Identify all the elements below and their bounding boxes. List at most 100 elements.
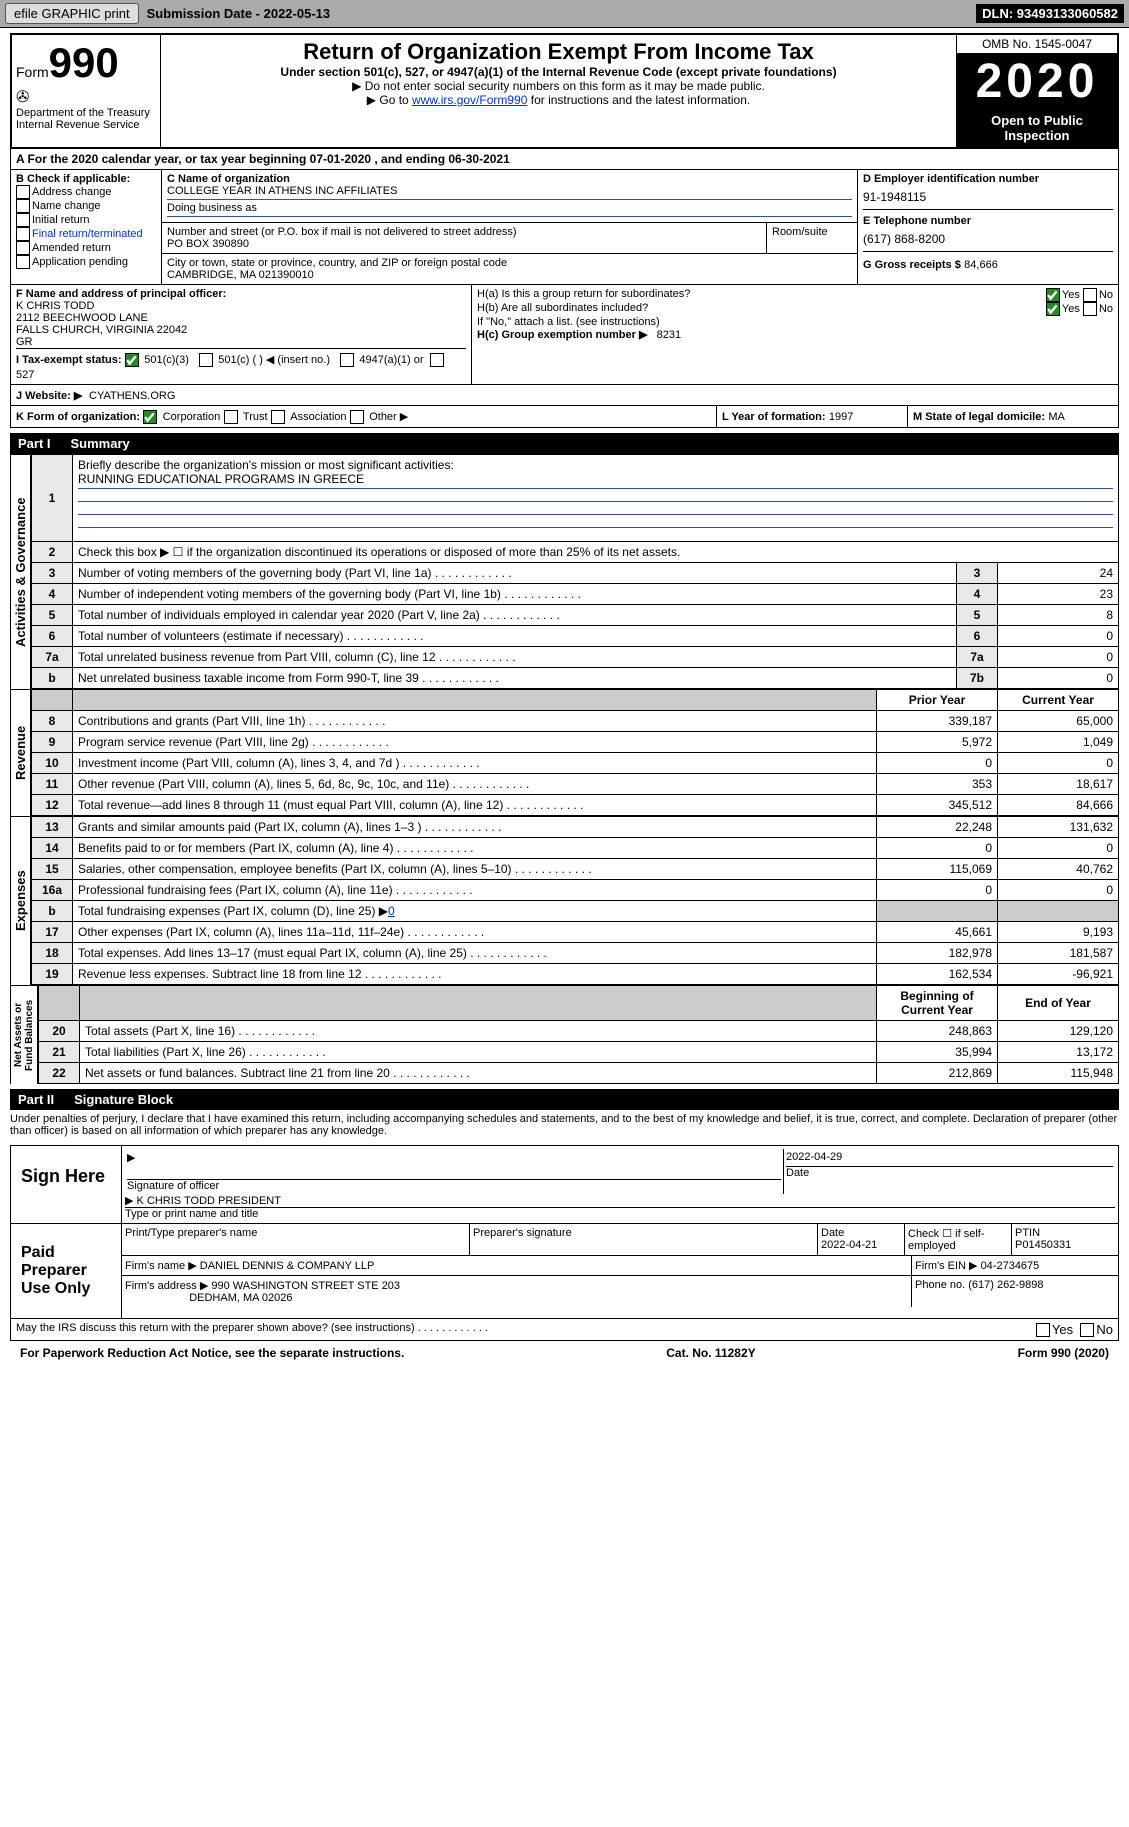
vert-expenses: Expenses [10,816,31,985]
chk-final[interactable] [16,227,30,241]
note-goto-prefix: ▶ Go to [367,93,412,107]
no1: No [1099,289,1113,301]
opt-other: Other ▶ [369,411,408,423]
hc-label: H(c) Group exemption number ▶ [477,329,647,341]
vert-netassets: Net Assets or Fund Balances [10,985,38,1084]
city-label: City or town, state or province, country… [167,257,852,269]
chk-4947[interactable] [340,353,354,367]
note-goto-suffix: for instructions and the latest informat… [527,93,750,107]
box-j-label: J Website: ▶ [16,390,82,402]
open-inspection: Open to Public Inspection [957,109,1117,147]
room-label: Room/suite [772,226,852,238]
box-l-label: L Year of formation: [722,411,826,423]
table-row: 19Revenue less expenses. Subtract line 1… [32,963,1119,984]
table-row: 18Total expenses. Add lines 13–17 (must … [32,942,1119,963]
q5-label: Total number of individuals employed in … [73,604,957,625]
opt-trust: Trust [243,411,268,423]
curr-year-hdr: Current Year [998,689,1119,710]
prep-date-lbl: Date [821,1227,844,1239]
chk-pending[interactable] [16,255,30,269]
q4-label: Number of independent voting members of … [73,583,957,604]
ptin-lbl: PTIN [1015,1227,1040,1239]
prior-year-hdr: Prior Year [877,689,998,710]
q2-label: Check this box ▶ ☐ if the organization d… [73,541,1119,562]
box-e-label: E Telephone number [863,215,1113,227]
part1-title: Summary [71,436,130,451]
ein-value: 91-1948115 [863,185,1113,209]
lbl-pending: Application pending [32,256,128,268]
lbl-address: Address change [32,186,112,198]
firm-phone: (617) 262-9898 [968,1279,1043,1291]
chk-527[interactable] [430,353,444,367]
lbl-initial: Initial return [32,214,89,226]
opt-corp: Corporation [163,411,220,423]
lbl-final: Final return/terminated [32,228,143,240]
part1-num: Part I [18,436,51,451]
table-row: 9Program service revenue (Part VIII, lin… [32,731,1119,752]
v7a: 0 [998,646,1119,667]
table-row: 17Other expenses (Part IX, column (A), l… [32,921,1119,942]
chk-name[interactable] [16,199,30,213]
form-number: 990 [49,39,119,86]
website-value: CYATHENS.ORG [89,390,175,402]
chk-ha-no[interactable] [1083,288,1097,302]
chk-ha-yes[interactable] [1046,288,1060,302]
sign-here-label: Sign Here [11,1146,121,1223]
chk-amended[interactable] [16,241,30,255]
chk-hb-yes[interactable] [1046,302,1060,316]
note-ssn: ▶ Do not enter social security numbers o… [165,79,952,93]
officer-addr2: FALLS CHURCH, VIRGINIA 22042 [16,324,466,336]
sig-officer-lbl: Signature of officer [127,1179,781,1192]
table-row: 16aProfessional fundraising fees (Part I… [32,879,1119,900]
efile-print-button[interactable]: efile GRAPHIC print [5,3,139,24]
check-self-emp: Check ☐ if self-employed [905,1224,1012,1255]
begin-year-hdr: Beginning of Current Year [877,985,998,1020]
yes1: Yes [1062,289,1080,301]
q7b-label: Net unrelated business taxable income fr… [73,667,957,688]
box-m-label: M State of legal domicile: [913,411,1045,423]
irs-link[interactable]: www.irs.gov/Form990 [412,93,527,107]
prep-sig-lbl: Preparer's signature [470,1224,818,1255]
chk-trust[interactable] [224,410,238,424]
vert-revenue: Revenue [10,689,31,816]
table-row: 12Total revenue—add lines 8 through 11 (… [32,794,1119,815]
firm-ein-lbl: Firm's EIN ▶ [915,1260,978,1272]
org-address: PO BOX 390890 [167,238,761,250]
v5: 8 [998,604,1119,625]
chk-other[interactable] [350,410,364,424]
table-row: 10Investment income (Part VIII, column (… [32,752,1119,773]
phone-value: (617) 868-8200 [863,227,1113,251]
firm-phone-lbl: Phone no. [915,1279,965,1291]
officer-name: K CHRIS TODD [16,300,466,312]
chk-discuss-no[interactable] [1080,1323,1094,1337]
chk-hb-no[interactable] [1083,302,1097,316]
sig-date-lbl: Date [786,1166,1113,1179]
paid-preparer-label: Paid Preparer Use Only [11,1224,121,1318]
chk-501c[interactable] [199,353,213,367]
chk-corp[interactable] [143,410,157,424]
table-row: 8Contributions and grants (Part VIII, li… [32,710,1119,731]
hc-value: 8231 [657,329,681,341]
table-row: 11Other revenue (Part VIII, column (A), … [32,773,1119,794]
opt-501c: 501(c) ( ) ◀ (insert no.) [218,354,330,366]
tax-year: 2020 [957,54,1117,109]
sig-date: 2022-04-29 [786,1151,842,1163]
table-row: 15Salaries, other compensation, employee… [32,858,1119,879]
chk-discuss-yes[interactable] [1036,1323,1050,1337]
submission-date: Submission Date - 2022-05-13 [147,6,331,21]
part2-num: Part II [18,1092,54,1107]
chk-assoc[interactable] [271,410,285,424]
gross-receipts: 84,666 [964,259,998,271]
chk-501c3[interactable] [125,353,139,367]
officer-addr1: 2112 BEECHWOOD LANE [16,312,466,324]
table-row: 13Grants and similar amounts paid (Part … [32,816,1119,837]
box-b-title: B Check if applicable: [16,173,156,185]
chk-address[interactable] [16,185,30,199]
q3-label: Number of voting members of the governin… [73,562,957,583]
table-row: 14Benefits paid to or for members (Part … [32,837,1119,858]
opt-4947: 4947(a)(1) or [359,354,423,366]
table-row: 21Total liabilities (Part X, line 26)35,… [39,1041,1119,1062]
chk-initial[interactable] [16,213,30,227]
firm-addr: 990 WASHINGTON STREET STE 203 [211,1280,400,1292]
ha-label: H(a) Is this a group return for subordin… [477,288,690,302]
